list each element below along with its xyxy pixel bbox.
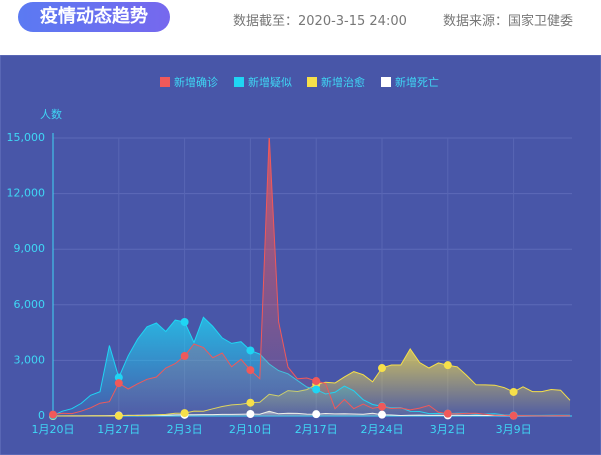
point (378, 402, 386, 411)
legend-label: 新增确诊 (174, 75, 218, 89)
x-tick-label: 2月24日 (361, 423, 404, 436)
point (246, 346, 255, 355)
x-tick-label: 1月27日 (97, 423, 140, 436)
point (49, 410, 57, 419)
point (246, 409, 255, 418)
point (180, 352, 189, 361)
data-source: 数据来源：国家卫健委 (443, 14, 574, 29)
update-date: 数据截至：2020-3-15 24:00 (233, 14, 407, 29)
y-tick-label: 9,000 (14, 242, 46, 255)
series-area (53, 348, 570, 416)
point (509, 387, 518, 396)
point (312, 410, 321, 419)
point (246, 398, 255, 407)
series-line (53, 138, 571, 417)
legend-swatch (307, 77, 317, 87)
point (180, 317, 189, 326)
legend-swatch (234, 77, 244, 87)
y-tick-label: 12,000 (7, 187, 46, 200)
y-tick-label: 3,000 (14, 353, 46, 366)
x-tick-label: 2月3日 (167, 423, 203, 436)
x-tick-label: 1月20日 (32, 423, 75, 436)
title-pill: 疫情动态趋势 (18, 2, 170, 32)
point (312, 377, 321, 386)
point (312, 385, 321, 394)
x-tick-label: 3月9日 (496, 423, 532, 436)
point (378, 364, 386, 373)
point (443, 409, 452, 418)
point (114, 379, 123, 388)
chart: 人数 0 3,000 6,000 9,000 12,000 15,000 1月20日 1月27… (0, 55, 601, 455)
y-axis-label: 人数 (40, 108, 62, 121)
legend-label: 新增死亡 (395, 75, 439, 89)
point (180, 409, 189, 418)
y-tick-label: 6,000 (14, 298, 46, 311)
x-tick-label: 2月10日 (229, 423, 272, 436)
point (114, 411, 123, 420)
x-tick-label: 2月17日 (295, 423, 338, 436)
legend-label: 新增疑似 (248, 75, 292, 89)
point (509, 411, 518, 420)
point (443, 361, 452, 370)
point (378, 410, 386, 419)
point (114, 373, 123, 382)
x-tick-label: 3月2日 (430, 423, 466, 436)
y-tick-label: 0 (38, 409, 45, 422)
y-tick-label: 15,000 (7, 131, 46, 144)
legend-swatch (160, 77, 170, 87)
legend-swatch (381, 77, 391, 87)
point (246, 366, 255, 375)
legend-label: 新增治愈 (321, 75, 365, 89)
